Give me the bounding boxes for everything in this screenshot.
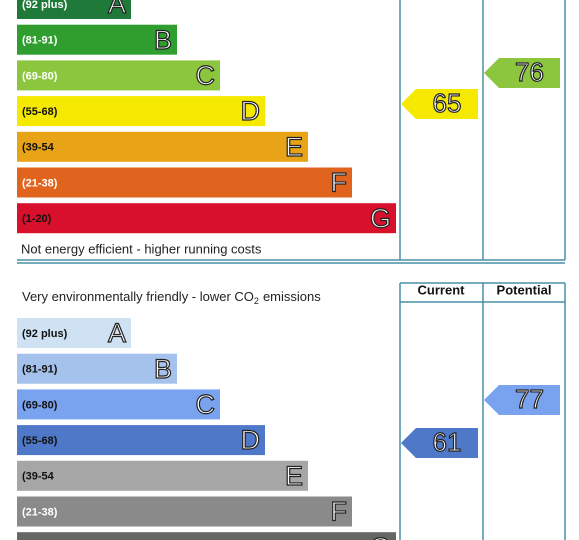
- header-sub: 2: [254, 296, 259, 306]
- band-range: (55-68): [22, 435, 58, 447]
- band-range: (69-80): [22, 70, 58, 82]
- band-range: (69-80): [22, 399, 58, 411]
- band-letter: F: [331, 497, 348, 527]
- band: [17, 532, 396, 540]
- band-letter: D: [241, 425, 261, 455]
- band-range: (1-20): [22, 213, 52, 225]
- band: [17, 60, 220, 91]
- band-range: (92 plus): [22, 0, 68, 11]
- band-range: (81-91): [22, 364, 58, 376]
- band-letter: A: [108, 318, 126, 348]
- band: [17, 496, 352, 527]
- band-letter: E: [285, 132, 303, 162]
- band-range: (55-68): [22, 106, 58, 118]
- band-letter: G: [370, 203, 391, 233]
- band: [17, 96, 265, 127]
- rating-value: 65: [433, 88, 462, 118]
- band-letter: A: [108, 0, 126, 19]
- band-letter: E: [285, 461, 303, 491]
- rating-arrow: [401, 89, 478, 119]
- band-letter: C: [196, 61, 216, 91]
- rating-arrow: [401, 428, 478, 458]
- band: [17, 167, 352, 198]
- header-suffix: emissions: [263, 289, 321, 304]
- frame: [17, 0, 566, 540]
- band: [17, 389, 220, 420]
- rating-arrow: [484, 58, 560, 88]
- band-letter: G: [370, 532, 391, 540]
- band: [17, 318, 131, 348]
- band: [17, 203, 396, 234]
- band-range: (39-54: [22, 471, 55, 483]
- env-header: Very environmentally friendly - lower CO…: [22, 289, 321, 306]
- column-potential: Potential: [497, 282, 552, 297]
- band-range: (21-38): [22, 506, 58, 518]
- band-range: (92 plus): [22, 328, 68, 340]
- band-letter: B: [154, 25, 172, 55]
- band-letter: F: [331, 168, 348, 198]
- band-letter: B: [154, 354, 172, 384]
- band-range: (81-91): [22, 35, 58, 47]
- rating-arrow: [484, 385, 560, 415]
- band: [17, 131, 308, 162]
- band: [17, 0, 131, 19]
- rating-value: 77: [515, 384, 544, 414]
- column-current: Current: [418, 282, 466, 297]
- band-letter: D: [241, 96, 261, 126]
- footer: Not energy efficient - higher running co…: [21, 241, 262, 256]
- band-range: (39-54: [22, 142, 55, 154]
- band: [17, 24, 177, 55]
- band-letter: C: [196, 390, 216, 420]
- band: [17, 425, 265, 456]
- band-range: (21-38): [22, 177, 58, 189]
- rating-value: 61: [433, 427, 462, 457]
- rating-value: 76: [515, 57, 544, 87]
- header-text: Very environmentally friendly - lower CO: [22, 289, 254, 304]
- band: [17, 353, 177, 384]
- band: [17, 460, 308, 491]
